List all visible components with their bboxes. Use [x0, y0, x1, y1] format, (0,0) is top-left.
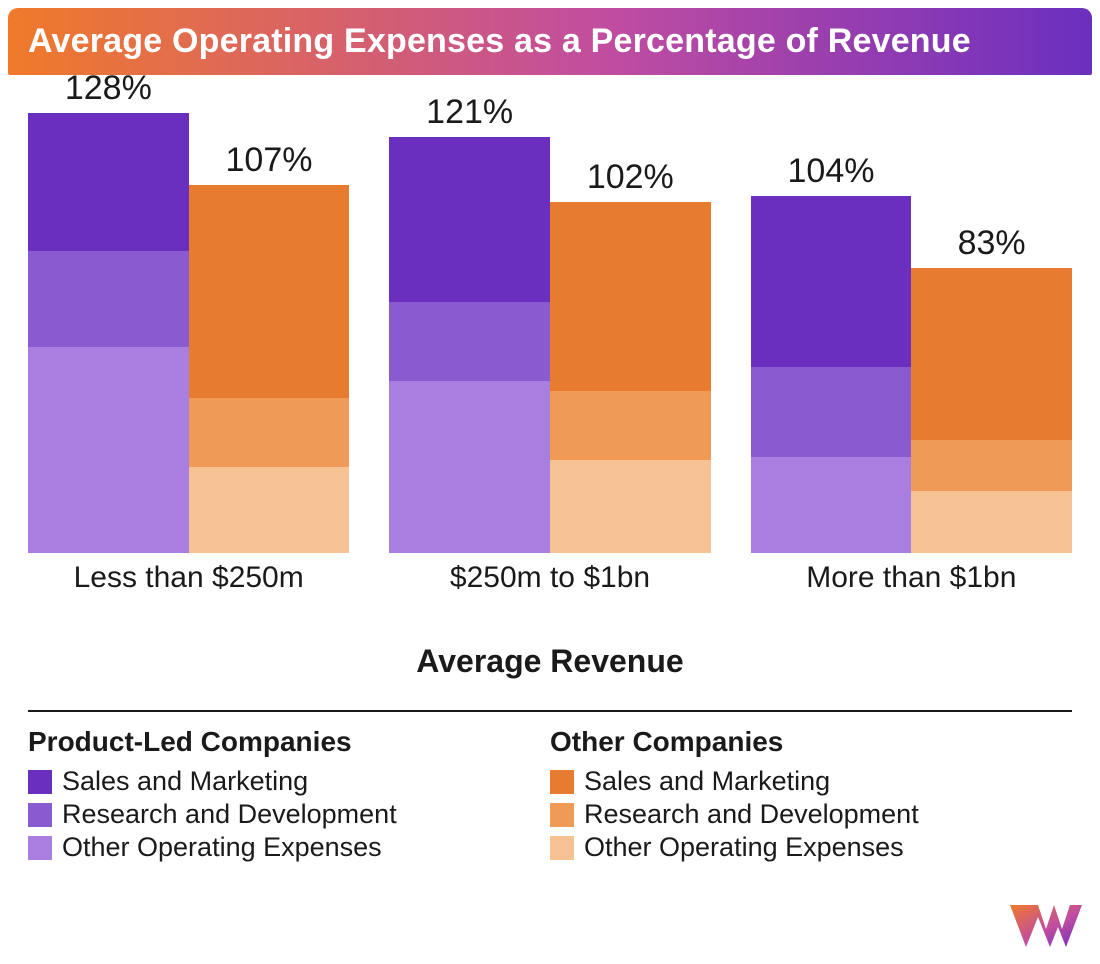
brand-logo-icon [1008, 899, 1086, 958]
bar-segment [389, 137, 550, 302]
bar-total-label: 107% [189, 141, 350, 180]
bar-segment [28, 113, 189, 251]
bar-segment [28, 347, 189, 553]
bar-segment [189, 398, 350, 467]
legend-col-product-led: Product-Led Companies Sales and Marketing… [28, 726, 550, 865]
bar-pair: 128%107% [28, 113, 349, 553]
bar-segment [550, 202, 711, 391]
bar-group: 104%83%More than $1bn [751, 113, 1072, 595]
group-label: Less than $250m [28, 561, 349, 595]
bar-product-led: 128% [28, 113, 189, 553]
legend-label: Sales and Marketing [584, 766, 830, 797]
group-label: More than $1bn [751, 561, 1072, 595]
bar-segment [911, 268, 1072, 440]
bar-segment [550, 460, 711, 553]
bar-total-label: 102% [550, 158, 711, 197]
bar-segment [751, 367, 912, 456]
legend-label: Research and Development [62, 799, 397, 830]
legend-item: Research and Development [550, 799, 1072, 830]
bar-total-label: 83% [911, 224, 1072, 263]
legend: Product-Led Companies Sales and Marketing… [28, 710, 1072, 865]
bar-other: 107% [189, 185, 350, 553]
bar-segment [189, 467, 350, 553]
legend-swatch [550, 836, 574, 860]
legend-swatch [28, 803, 52, 827]
bar-segment [751, 196, 912, 368]
legend-swatch [550, 770, 574, 794]
legend-swatch [28, 770, 52, 794]
legend-item: Sales and Marketing [28, 766, 550, 797]
bar-other: 83% [911, 268, 1072, 553]
legend-title: Other Companies [550, 726, 1072, 758]
bar-other: 102% [550, 202, 711, 553]
legend-label: Sales and Marketing [62, 766, 308, 797]
bar-segment [550, 391, 711, 460]
group-label: $250m to $1bn [389, 561, 710, 595]
bar-segment [911, 440, 1072, 492]
legend-title: Product-Led Companies [28, 726, 550, 758]
bar-pair: 104%83% [751, 113, 1072, 553]
x-axis-title: Average Revenue [0, 643, 1100, 680]
bar-total-label: 121% [389, 93, 550, 132]
legend-item: Research and Development [28, 799, 550, 830]
legend-label: Other Operating Expenses [62, 832, 382, 863]
bar-total-label: 128% [28, 69, 189, 108]
legend-label: Research and Development [584, 799, 919, 830]
legend-item: Other Operating Expenses [550, 832, 1072, 863]
bar-segment [189, 185, 350, 398]
legend-item: Other Operating Expenses [28, 832, 550, 863]
legend-col-other: Other Companies Sales and MarketingResear… [550, 726, 1072, 865]
legend-label: Other Operating Expenses [584, 832, 904, 863]
bar-pair: 121%102% [389, 113, 710, 553]
bar-group: 121%102% $250m to $1bn [389, 113, 710, 595]
bar-product-led: 121% [389, 137, 550, 553]
legend-item: Sales and Marketing [550, 766, 1072, 797]
bar-segment [389, 381, 550, 553]
bar-segment [911, 491, 1072, 553]
legend-swatch [550, 803, 574, 827]
bar-group: 128%107% Less than $250m [28, 113, 349, 595]
chart-title: Average Operating Expenses as a Percenta… [8, 8, 1092, 75]
bar-segment [751, 457, 912, 553]
bar-product-led: 104% [751, 196, 912, 554]
legend-swatch [28, 836, 52, 860]
legend-divider [28, 710, 1072, 712]
bar-total-label: 104% [751, 152, 912, 191]
bar-segment [28, 251, 189, 347]
bar-segment [389, 302, 550, 381]
chart-area: 128%107% Less than $250m 121%102% $250m to … [28, 115, 1072, 595]
